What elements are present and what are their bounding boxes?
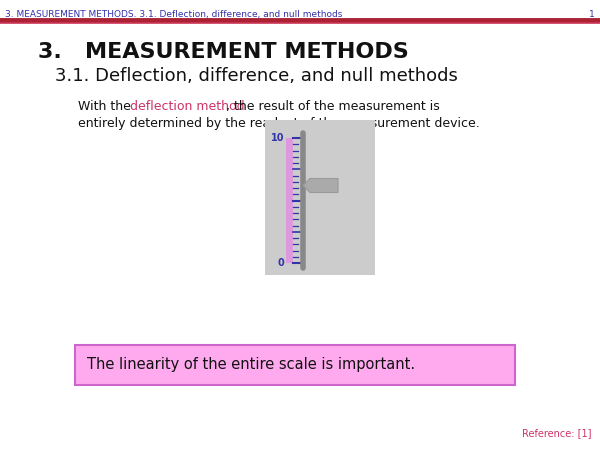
Text: With the: With the	[78, 100, 135, 113]
FancyBboxPatch shape	[265, 120, 375, 275]
Text: 10: 10	[271, 133, 284, 143]
Text: 3.1. Deflection, difference, and null methods: 3.1. Deflection, difference, and null me…	[55, 67, 458, 85]
Text: 0: 0	[277, 258, 284, 268]
Text: 3.   MEASUREMENT METHODS: 3. MEASUREMENT METHODS	[38, 42, 409, 62]
Text: The linearity of the entire scale is important.: The linearity of the entire scale is imp…	[87, 357, 415, 373]
Text: deflection method: deflection method	[130, 100, 245, 113]
Text: , the result of the measurement is: , the result of the measurement is	[226, 100, 440, 113]
Text: Reference: [1]: Reference: [1]	[523, 428, 592, 438]
Bar	[286, 138, 293, 263]
Text: 3. MEASUREMENT METHODS. 3.1. Deflection, difference, and null methods: 3. MEASUREMENT METHODS. 3.1. Deflection,…	[5, 10, 343, 19]
Text: 1: 1	[589, 10, 595, 19]
Text: entirely determined by the readout of the measurement device.: entirely determined by the readout of th…	[78, 117, 480, 130]
Polygon shape	[303, 179, 338, 193]
FancyBboxPatch shape	[75, 345, 515, 385]
